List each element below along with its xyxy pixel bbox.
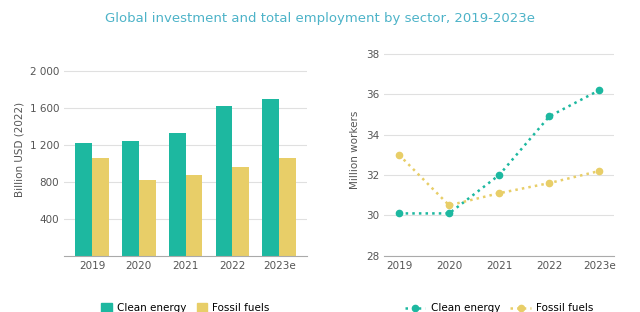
Y-axis label: Million workers: Million workers bbox=[350, 110, 360, 189]
Bar bbox=[262, 99, 279, 256]
Bar bbox=[92, 158, 109, 256]
Bar bbox=[76, 143, 92, 256]
Legend: Clean energy, Fossil fuels: Clean energy, Fossil fuels bbox=[401, 299, 598, 312]
Legend: Clean energy, Fossil fuels: Clean energy, Fossil fuels bbox=[97, 299, 274, 312]
Bar bbox=[216, 106, 232, 256]
Bar bbox=[139, 180, 156, 256]
Bar bbox=[232, 167, 249, 256]
Bar bbox=[122, 141, 139, 256]
Text: Global investment and total employment by sector, 2019-2023e: Global investment and total employment b… bbox=[105, 12, 535, 26]
Y-axis label: Billion USD (2022): Billion USD (2022) bbox=[14, 102, 24, 197]
Bar bbox=[279, 158, 296, 256]
Bar bbox=[169, 133, 186, 256]
Bar bbox=[186, 175, 202, 256]
